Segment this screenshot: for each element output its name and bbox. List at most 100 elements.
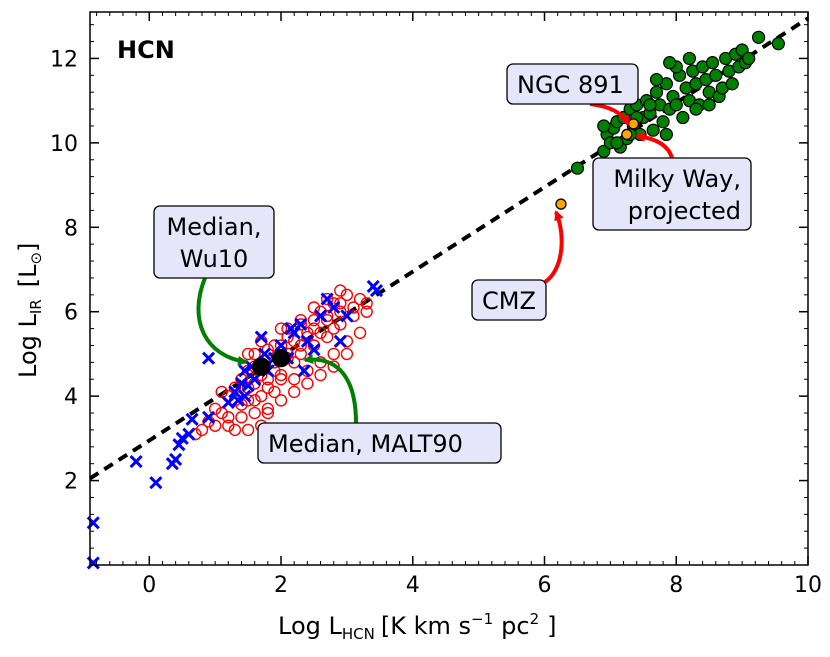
red-open-circle-point	[261, 373, 275, 386]
red-open-circle-point	[301, 364, 314, 378]
red-open-circle-point	[340, 347, 354, 361]
red-open-circle-point	[248, 347, 261, 361]
red-open-circle-point	[222, 419, 235, 432]
red-open-circle-point	[307, 301, 321, 314]
red-open-circle-point	[255, 389, 268, 403]
red-open-circle-point	[320, 313, 334, 327]
red-open-circle-point	[208, 419, 222, 432]
x-tick-label: 0	[142, 573, 156, 598]
red-open-circle-point	[261, 402, 275, 416]
red-open-circle-point	[195, 423, 209, 437]
annotation-wu10: Median, Wu10	[153, 205, 275, 279]
green-filled-point	[725, 77, 739, 91]
red-open-circle-point	[353, 326, 367, 340]
blue-x-point	[169, 452, 183, 467]
blue-x-point	[313, 309, 328, 323]
red-open-circle-point	[222, 411, 235, 424]
blue-x-point	[254, 330, 268, 344]
green-filled-point	[676, 110, 690, 125]
green-filled-point	[646, 123, 660, 137]
green-filled-point	[649, 72, 664, 87]
red-open-circle-point	[261, 381, 275, 394]
green-filled-point	[705, 56, 720, 70]
highlight-point-cmz	[555, 198, 567, 210]
green-filled-point	[643, 98, 657, 112]
red-open-circle-point	[360, 305, 373, 318]
blue-x-point	[172, 438, 186, 452]
red-open-circle-point	[353, 292, 367, 306]
green-filled-point	[659, 127, 673, 142]
y-tick-label: 8	[64, 216, 78, 241]
red-open-circle-point	[340, 288, 354, 302]
green-filled-point	[570, 161, 585, 175]
red-open-circle-point	[261, 406, 275, 420]
red-open-circle-point	[307, 322, 321, 335]
annotation-text-wu10: Wu10	[180, 245, 249, 273]
annotation-box-malt90	[257, 422, 502, 464]
plot-frame	[89, 11, 809, 566]
x-axis-label: Log LHCN [K km s−1 pc2]	[278, 610, 556, 643]
fit-line	[88, 16, 810, 481]
red-open-circle-point	[208, 402, 222, 416]
red-open-circle-point	[327, 347, 340, 361]
green-filled-point	[597, 119, 611, 133]
red-open-circle-point	[248, 406, 261, 420]
red-open-circle-point	[314, 368, 327, 382]
green-filled-point	[649, 85, 664, 99]
blue-x-point	[369, 284, 384, 298]
blue-x-point	[340, 309, 354, 323]
x-axis-label-sub: HCN	[342, 625, 375, 643]
blue-x-point	[327, 300, 341, 315]
blue-x-point	[175, 431, 189, 445]
x-axis-label-units: [K km s	[381, 612, 471, 640]
blue-x-point	[202, 410, 216, 424]
red-open-circle-point	[288, 335, 301, 348]
blue-x-point	[185, 412, 199, 426]
y-tick-label: 12	[50, 47, 78, 72]
red-open-circle-point	[347, 301, 360, 314]
red-open-circle-point	[301, 326, 314, 340]
annotation-malt90: Median, MALT90	[257, 422, 502, 464]
green-filled-point	[742, 51, 756, 66]
red-open-circle-point	[288, 373, 301, 386]
red-open-circle-point	[215, 385, 228, 399]
green-filled-point	[610, 136, 624, 150]
blue-x-point	[248, 372, 262, 386]
y-axis-label-sun: ⊙	[27, 252, 45, 265]
red-open-circle-point	[274, 394, 288, 407]
y-axis-label: Log LIR [L⊙]	[14, 243, 45, 378]
blue-x-point	[284, 322, 298, 336]
annotation-ngc891: NGC 891	[506, 63, 639, 105]
arrow-malt90	[303, 354, 358, 424]
annotation-box-ngc891	[506, 63, 639, 105]
annotation-text-cmz: CMZ	[482, 287, 536, 315]
arrow-cmz	[543, 210, 564, 284]
annotation-text-malt90: Median, MALT90	[268, 430, 463, 458]
y-tick-label: 2	[64, 470, 78, 495]
red-open-circle-point	[288, 385, 301, 399]
y-axis-label-close: ]	[14, 243, 42, 252]
red-open-circle-point	[320, 292, 334, 306]
y-tick-label: 4	[64, 385, 78, 410]
highlight-point-ngc-891	[627, 118, 640, 130]
red-open-circle-point	[301, 377, 314, 390]
annotation-box-wu10	[153, 205, 275, 279]
green-filled-point	[669, 98, 683, 112]
blue-x-point	[221, 395, 235, 410]
x-tick-label: 10	[794, 573, 822, 598]
blue-x-point	[307, 343, 321, 357]
red-open-circle-point	[241, 423, 255, 437]
annotation-text-ngc891: NGC 891	[517, 71, 624, 99]
green-filled-point	[682, 51, 697, 66]
annotation-box-cmz	[471, 279, 547, 321]
red-open-circle-point	[327, 322, 340, 335]
annotation-cmz: CMZ	[471, 279, 547, 321]
red-open-circle-point	[281, 322, 294, 335]
red-open-circle-point	[320, 330, 334, 344]
blue-x-point	[333, 334, 347, 348]
annotation-milkyway: Milky Way, projected	[592, 157, 752, 231]
y-axis-label-main: Log L	[14, 314, 42, 378]
blue-x-point	[149, 476, 163, 490]
blue-x-point	[238, 389, 252, 403]
annotation-text-milkyway: Milky Way,	[613, 165, 741, 193]
